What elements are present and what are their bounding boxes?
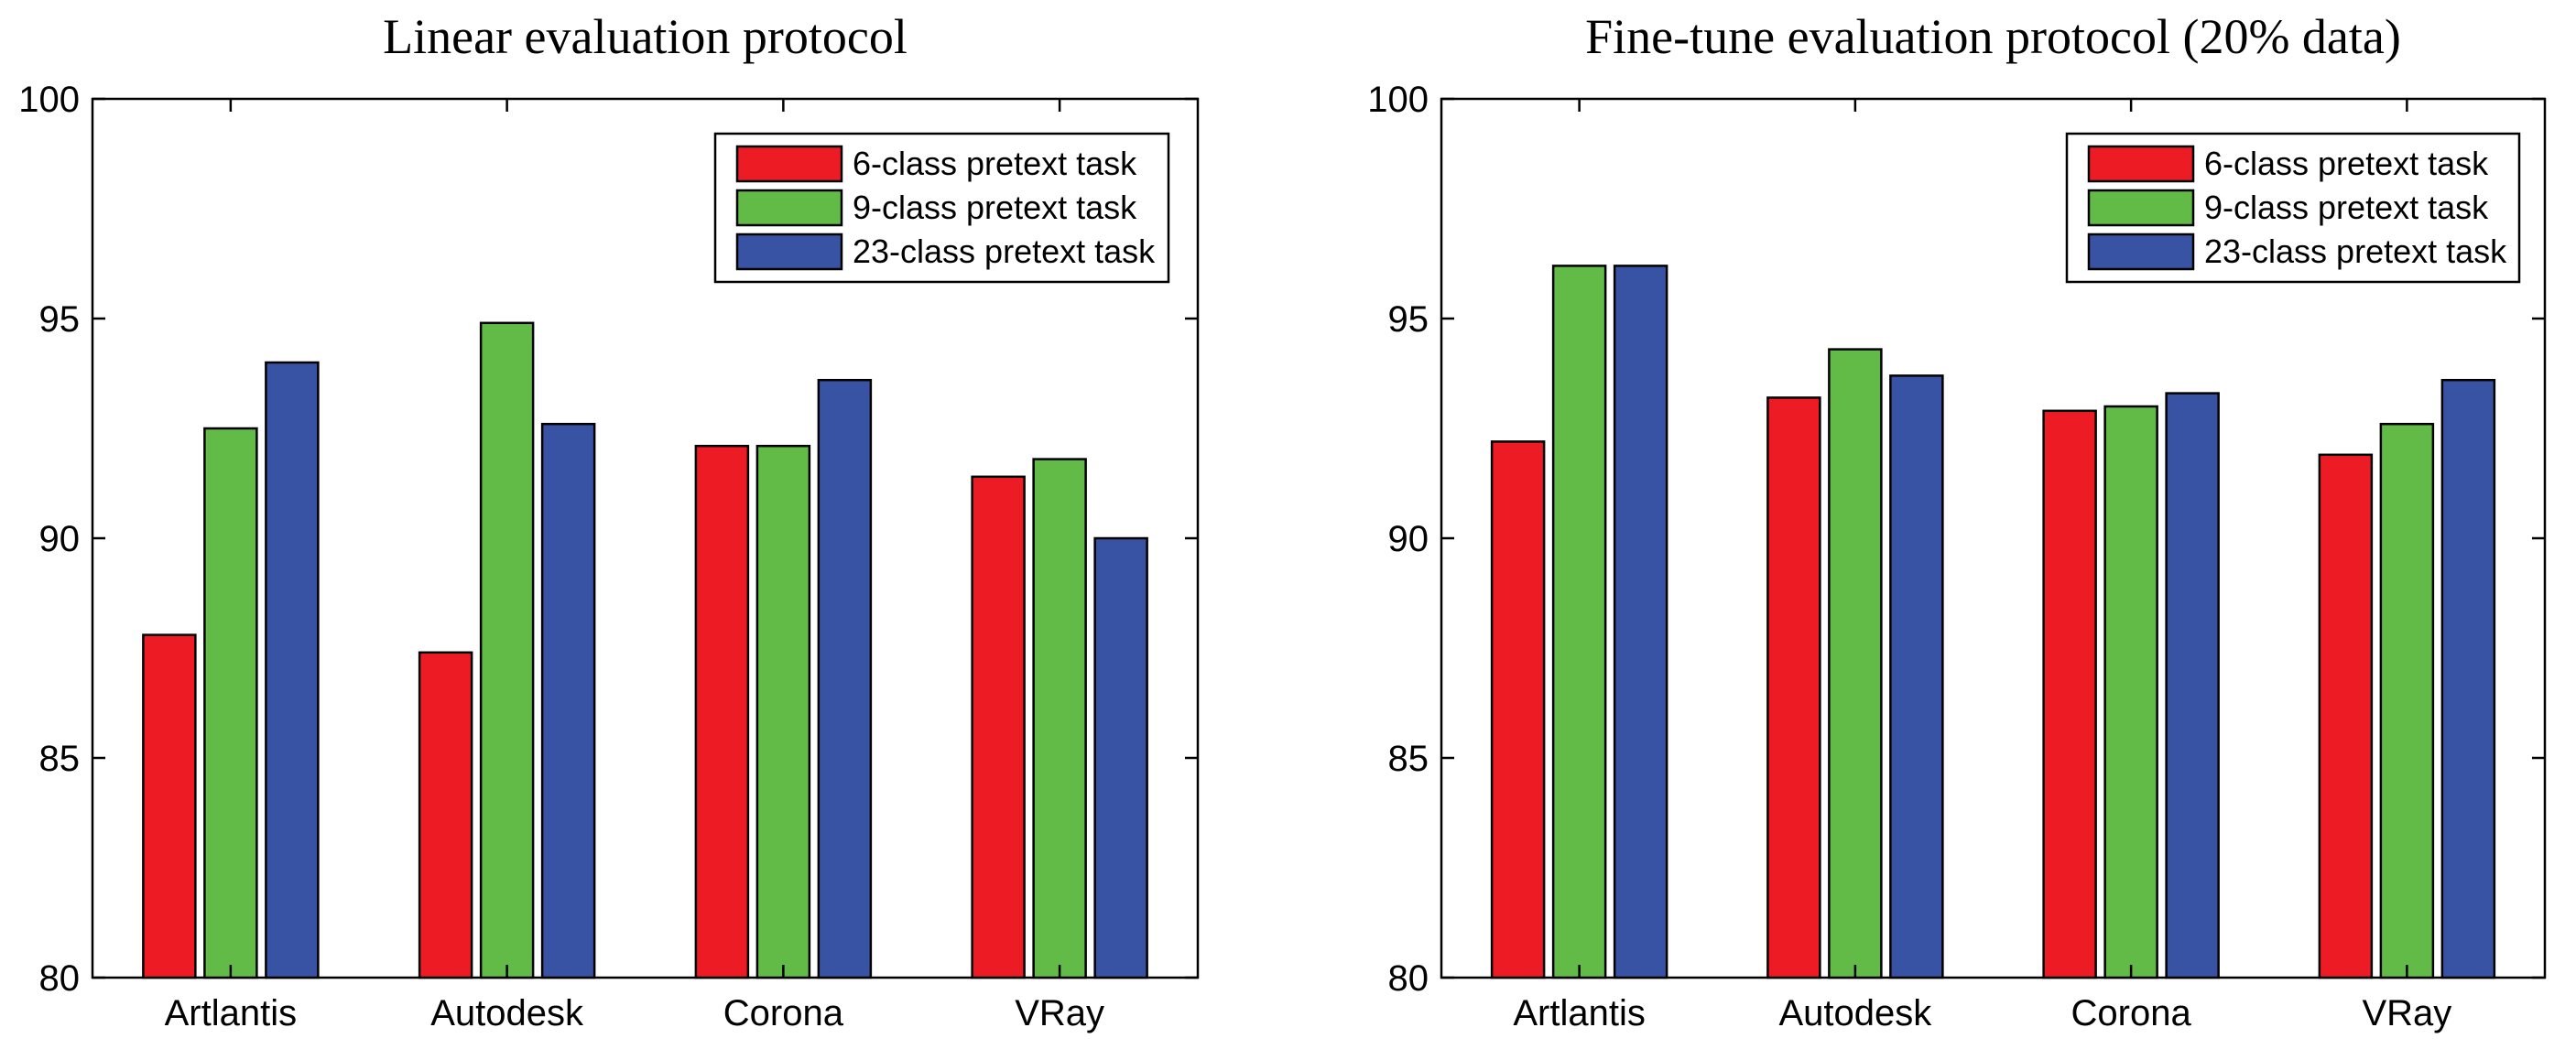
legend-label: 6-class pretext task: [2204, 145, 2489, 182]
bar-artlantis-23-class: [1613, 265, 1668, 979]
y-tick-label: 85: [39, 739, 81, 779]
y-tick-label: 95: [39, 299, 81, 340]
legend: 6-class pretext task 9-class pretext task…: [2065, 132, 2521, 284]
bar-artlantis-6-class: [1490, 440, 1546, 979]
y-tick-label: 90: [39, 519, 81, 559]
x-tick-label: Autodesk: [430, 993, 584, 1033]
legend-swatch-9-class: [735, 189, 843, 227]
bar-corona-23-class: [817, 378, 873, 979]
bar-vray-6-class: [2318, 453, 2374, 979]
bar-autodesk-23-class: [1889, 374, 1944, 979]
bar-corona-9-class: [755, 444, 811, 979]
bar-vray-6-class: [971, 475, 1026, 979]
legend-swatch-6-class: [2087, 145, 2195, 183]
bar-vray-9-class: [1032, 458, 1087, 979]
x-tick-label: Autodesk: [1778, 993, 1932, 1033]
x-tick-label: VRay: [1015, 993, 1104, 1033]
bar-vray-23-class: [2440, 378, 2496, 979]
y-tick-label: 90: [1388, 519, 1429, 559]
x-tick-label: Corona: [723, 993, 844, 1033]
bar-autodesk-9-class: [1828, 348, 1883, 979]
bar-corona-6-class: [694, 444, 750, 979]
bar-autodesk-6-class: [418, 651, 473, 979]
bar-corona-23-class: [2165, 392, 2220, 979]
legend-label: 23-class pretext task: [853, 233, 1156, 270]
y-tick-label: 100: [1367, 80, 1429, 120]
bar-autodesk-9-class: [479, 321, 535, 979]
legend-swatch-6-class: [735, 145, 843, 183]
bar-artlantis-9-class: [1551, 265, 1607, 979]
x-tick-label: Artlantis: [1513, 993, 1646, 1033]
y-tick-label: 85: [1388, 739, 1429, 779]
bar-autodesk-23-class: [540, 422, 596, 979]
chart-title: Fine-tune evaluation protocol (20% data): [1585, 9, 2401, 64]
chart-panel-linear: Linear evaluation protocol Artlantis Autod…: [18, 9, 1200, 1033]
bar-autodesk-6-class: [1766, 396, 1821, 979]
bar-vray-23-class: [1093, 536, 1148, 979]
legend-swatch-23-class: [2087, 233, 2195, 271]
chart-panel-finetune: Fine-tune evaluation protocol (20% data)…: [1367, 9, 2547, 1033]
y-tick-label: 100: [18, 80, 80, 120]
legend-swatch-23-class: [735, 233, 843, 271]
legend-label: 6-class pretext task: [853, 145, 1137, 182]
bar-vray-9-class: [2379, 422, 2435, 979]
legend: 6-class pretext task 9-class pretext task…: [713, 132, 1170, 284]
y-tick-label: 80: [39, 958, 81, 999]
legend-label: 23-class pretext task: [2204, 233, 2507, 270]
x-tick-label: VRay: [2362, 993, 2451, 1033]
x-tick-label: Corona: [2071, 993, 2192, 1033]
y-tick-label: 95: [1388, 299, 1429, 340]
bar-artlantis-23-class: [265, 361, 320, 979]
legend-label: 9-class pretext task: [2204, 189, 2489, 226]
legend-label: 9-class pretext task: [853, 189, 1137, 226]
y-tick-label: 80: [1388, 958, 1429, 999]
bar-artlantis-9-class: [203, 427, 258, 979]
legend-swatch-9-class: [2087, 189, 2195, 227]
bar-corona-6-class: [2042, 409, 2097, 979]
bar-corona-9-class: [2103, 405, 2158, 979]
x-tick-label: Artlantis: [165, 993, 298, 1033]
bar-artlantis-6-class: [142, 633, 197, 979]
chart-title: Linear evaluation protocol: [383, 9, 908, 64]
